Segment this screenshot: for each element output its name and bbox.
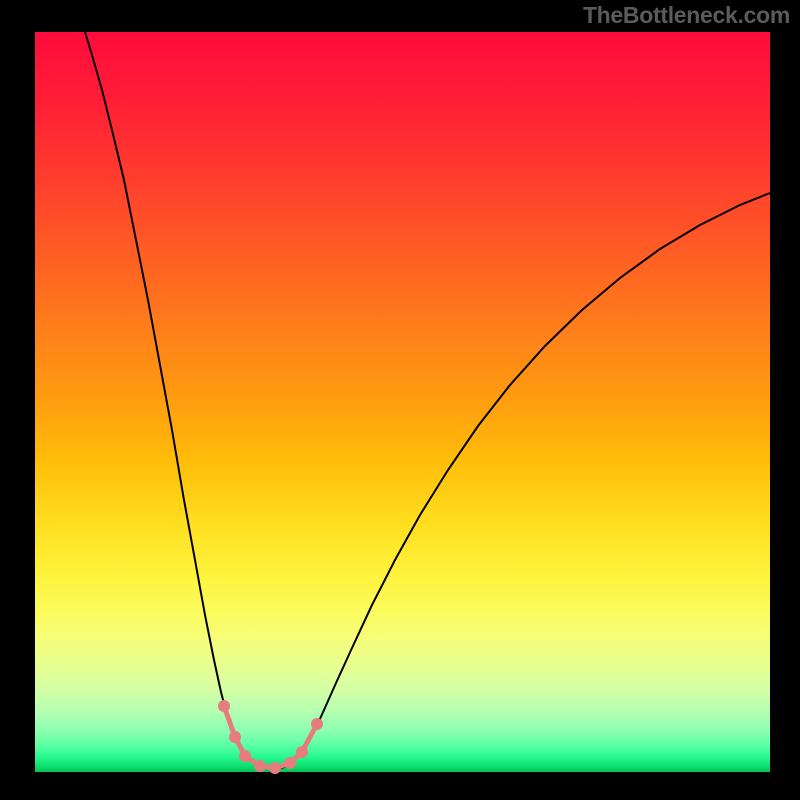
watermark-text: TheBottleneck.com (583, 2, 790, 29)
plot-background (35, 32, 770, 772)
marker-dot (296, 746, 308, 758)
bottleneck-chart (0, 0, 800, 800)
marker-dot (311, 718, 323, 730)
marker-dot (218, 700, 230, 712)
marker-dot (254, 760, 266, 772)
marker-dot (269, 762, 281, 774)
marker-dot (239, 750, 251, 762)
marker-dot (229, 731, 241, 743)
marker-dot (284, 757, 296, 769)
